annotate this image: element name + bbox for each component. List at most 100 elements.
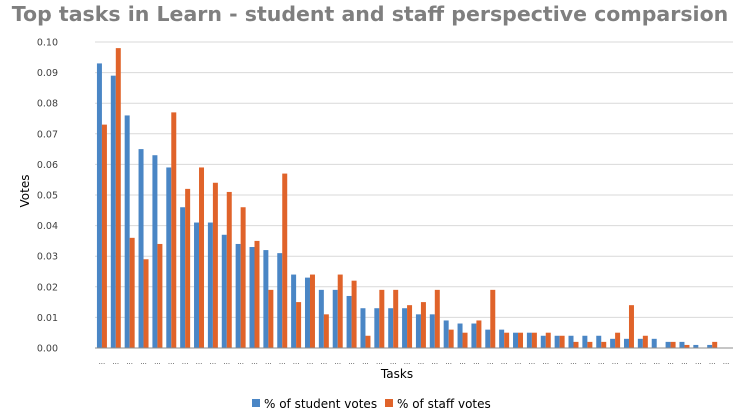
y-tick-label: 0.02: [37, 282, 58, 293]
bar-student: [263, 250, 269, 348]
bar-student: [318, 289, 324, 348]
x-tick-label: ...: [598, 358, 605, 366]
bar-staff: [434, 289, 440, 348]
legend-swatch-student: [252, 399, 260, 407]
x-tick-label: ...: [404, 358, 411, 366]
bar-staff: [420, 302, 426, 348]
bar-student: [207, 222, 213, 348]
bar-student: [610, 338, 616, 348]
legend: % of student votes % of staff votes: [252, 397, 491, 411]
x-tick-label: ...: [126, 358, 133, 366]
x-tick-label: ...: [237, 358, 244, 366]
x-tick-label: ...: [501, 358, 508, 366]
bar-staff: [240, 207, 246, 348]
bar-staff: [268, 289, 274, 348]
bar-staff: [545, 332, 551, 348]
y-tick-label: 0.05: [37, 191, 58, 202]
x-tick-label: ...: [140, 358, 147, 366]
y-axis-ticks: 0.00 0.01 0.02 0.03 0.04 0.05 0.06 0.07 0.08 0.09…: [37, 38, 58, 355]
bar-student: [235, 243, 241, 348]
bar-staff: [101, 124, 107, 349]
bar-student: [194, 222, 200, 348]
x-tick-label: ...: [334, 358, 341, 366]
bar-student: [526, 332, 532, 348]
x-tick-label: ...: [307, 358, 314, 366]
x-tick-label: ...: [445, 358, 452, 366]
bar-staff: [615, 332, 621, 348]
bar-student: [707, 344, 713, 348]
bar-student: [291, 274, 297, 348]
bar-staff: [448, 329, 454, 348]
x-tick-label: ...: [168, 358, 175, 366]
bar-student: [693, 344, 699, 348]
bar-staff: [573, 341, 579, 348]
bar-student: [415, 314, 421, 348]
bar-staff: [282, 173, 288, 348]
bar-student: [554, 335, 560, 348]
bar-student: [665, 341, 671, 348]
x-tick-label: ...: [515, 358, 522, 366]
x-axis-ticks: ........................................…: [99, 358, 730, 366]
bar-student: [568, 335, 574, 348]
x-tick-label: ...: [723, 358, 730, 366]
x-tick-label: ...: [223, 358, 230, 366]
x-tick-label: ...: [640, 358, 647, 366]
x-tick-label: ...: [681, 358, 688, 366]
y-tick-label: 0.04: [37, 221, 58, 232]
bar-student: [110, 75, 116, 348]
bar-student: [540, 335, 546, 348]
x-tick-label: ...: [542, 358, 549, 366]
bar-student: [485, 329, 491, 348]
bar-student: [249, 247, 255, 348]
bar-staff: [518, 332, 524, 348]
x-tick-label: ...: [709, 358, 716, 366]
y-tick-label: 0.07: [37, 129, 58, 140]
bar-staff: [587, 341, 593, 348]
bar-staff: [296, 302, 302, 348]
x-tick-label: ...: [653, 358, 660, 366]
bar-staff: [393, 289, 399, 348]
x-tick-label: ...: [279, 358, 286, 366]
x-tick-label: ...: [612, 358, 619, 366]
x-tick-label: ...: [112, 358, 119, 366]
x-tick-label: ...: [626, 358, 633, 366]
bar-staff: [670, 341, 676, 348]
x-tick-label: ...: [154, 358, 161, 366]
bar-student: [596, 335, 602, 348]
bar-student: [346, 295, 352, 348]
bar-staff: [462, 332, 468, 348]
bar-staff: [212, 182, 218, 348]
x-tick-label: ...: [376, 358, 383, 366]
bar-student: [402, 308, 408, 348]
bar-staff: [628, 305, 634, 348]
bar-staff: [407, 305, 413, 348]
bar-staff: [185, 188, 191, 348]
x-tick-label: ...: [556, 358, 563, 366]
x-tick-label: ...: [293, 358, 300, 366]
x-tick-label: ...: [321, 358, 328, 366]
x-tick-label: ...: [390, 358, 397, 366]
bar-student: [623, 338, 629, 348]
x-tick-label: ...: [182, 358, 189, 366]
bar-staff: [115, 48, 121, 349]
bar-staff: [490, 289, 496, 348]
x-tick-label: ...: [667, 358, 674, 366]
bar-staff: [129, 237, 135, 348]
legend-label-student: % of student votes: [264, 397, 377, 411]
bar-staff: [476, 320, 482, 348]
bar-student: [152, 155, 158, 348]
bar-staff: [712, 341, 718, 348]
x-tick-label: ...: [418, 358, 425, 366]
x-tick-label: ...: [210, 358, 217, 366]
y-tick-label: 0.03: [37, 252, 58, 263]
x-tick-label: ...: [265, 358, 272, 366]
bar-student: [180, 207, 186, 348]
bar-staff: [254, 240, 260, 348]
y-tick-label: 0.10: [37, 38, 58, 49]
chart-title: Top tasks in Learn - student and staff p…: [12, 2, 729, 26]
bar-student: [304, 277, 310, 348]
x-tick-label: ...: [431, 358, 438, 366]
bar-staff: [309, 274, 315, 348]
bar-student: [388, 308, 394, 348]
bar-student: [124, 115, 130, 348]
